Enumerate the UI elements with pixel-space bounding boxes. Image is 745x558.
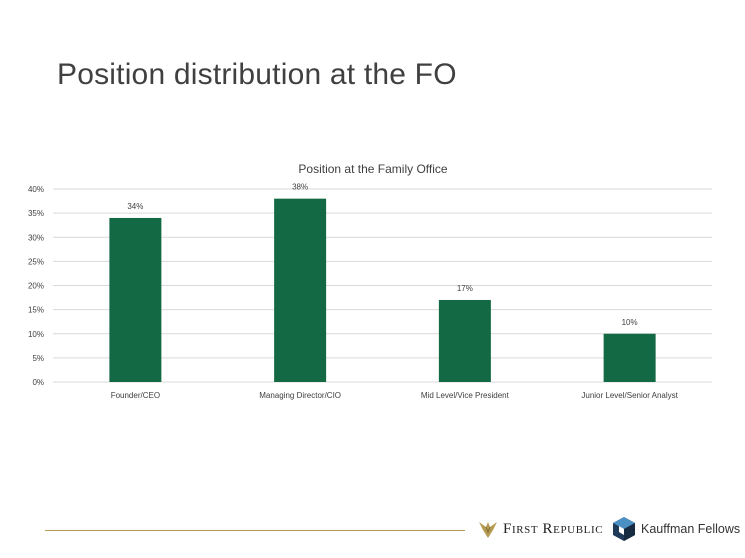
data-label: 17% [457, 284, 473, 293]
eagle-icon [479, 522, 497, 538]
bar [438, 299, 491, 382]
gridlines [53, 188, 712, 383]
kauffman-fellows-logo: Kauffman Fellows [612, 516, 740, 542]
bars [109, 198, 656, 382]
data-label: 10% [622, 318, 638, 327]
first-republic-wordmark: First Republic [503, 520, 604, 537]
kauffman-fellows-wordmark: Kauffman Fellows [641, 522, 741, 536]
y-axis-ticks: 0% 5% 10% 15% 20% 25% 30% 35% 40% [28, 185, 44, 387]
bar-chart: Position at the Family Office 0% 5% 10% 15%… [28, 162, 712, 400]
y-tick-label: 15% [28, 306, 44, 315]
y-tick-label: 25% [28, 257, 44, 266]
bar [603, 333, 656, 382]
bar [109, 217, 162, 382]
x-tick-label: Mid Level/Vice President [421, 391, 510, 400]
data-label: 34% [127, 202, 143, 211]
y-tick-label: 30% [28, 233, 44, 242]
chart-title: Position at the Family Office [298, 162, 448, 176]
x-tick-label: Founder/CEO [111, 391, 160, 400]
y-tick-label: 40% [28, 185, 44, 194]
y-tick-label: 20% [28, 282, 44, 291]
data-label: 38% [292, 183, 308, 192]
y-tick-label: 5% [32, 354, 44, 363]
x-axis-ticks: Founder/CEO Managing Director/CIO Mid Leve… [111, 391, 679, 400]
footer-divider [45, 530, 465, 531]
kauffman-cube-icon [613, 517, 635, 541]
first-republic-logo: First Republic [477, 517, 603, 541]
x-tick-label: Junior Level/Senior Analyst [581, 391, 678, 400]
y-tick-label: 35% [28, 209, 44, 218]
y-tick-label: 0% [32, 378, 44, 387]
data-labels: 34% 38% 17% 10% [127, 183, 637, 327]
bar [274, 198, 327, 382]
y-tick-label: 10% [28, 330, 44, 339]
page-title: Position distribution at the FO [57, 58, 457, 91]
x-tick-label: Managing Director/CIO [259, 391, 341, 400]
